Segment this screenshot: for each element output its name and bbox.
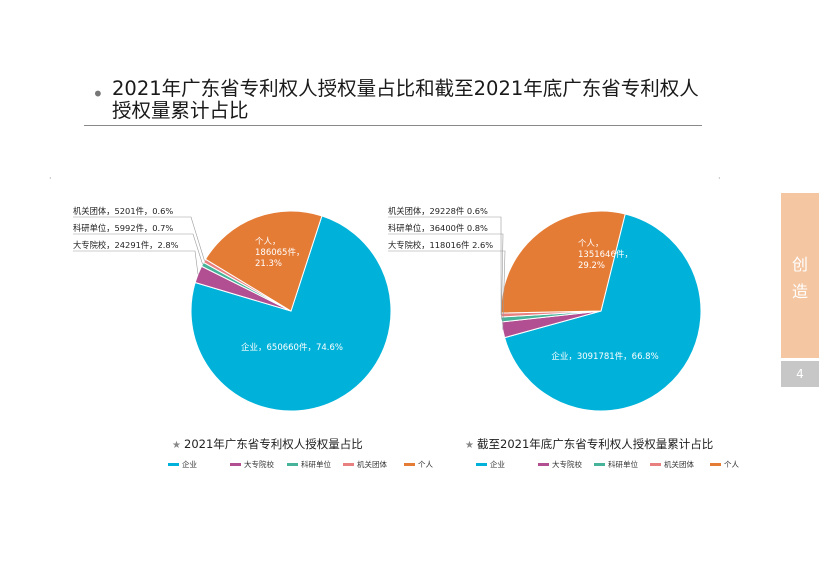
pie1-leader-3: [388, 216, 502, 316]
pie0-title-star: ★: [172, 440, 181, 451]
pie0-legend-label-0: 企业: [182, 459, 197, 469]
pie0-legend-label-2: 科研单位: [301, 459, 331, 469]
pie1-legend-label-2: 科研单位: [608, 459, 638, 469]
pie1-label-person-2: 1351646件，: [578, 249, 633, 260]
pie0-leader-1: [73, 250, 199, 275]
page-title: 2021年广东省专利权人授权量占比和截至2021年底广东省专利权人授权量累计占比: [112, 77, 699, 122]
pie1-leader-2: [388, 233, 504, 320]
pie1-legend-label-1: 大专院校: [552, 459, 582, 469]
side-tab-label: 创 造: [781, 251, 819, 305]
pie0-label-person-1: 个人，: [255, 237, 281, 247]
pie1-legend-swatch-4: [710, 463, 721, 466]
pie0-legend-swatch-0: [168, 463, 179, 466]
pie0-label-enterprise: 企业，650660件，74.6%: [241, 342, 343, 353]
pie1-label-small-2: 科研单位，36400件 0.8%: [388, 223, 488, 233]
pie1-title-star: ★: [465, 440, 474, 451]
pie1-legend-label-0: 企业: [490, 459, 505, 469]
side-tab-line-2: 造: [791, 282, 808, 301]
pie0-legend-swatch-4: [404, 463, 415, 466]
pie0-slice-0: [190, 215, 392, 412]
pie0-leader-3: [73, 216, 205, 261]
pie0-label-person-3: 21.3%: [255, 259, 282, 269]
pie0-label-person-2: 186065件，: [255, 247, 304, 258]
side-tab-line-1: 创: [791, 255, 808, 274]
pie0-slice-4: [204, 210, 323, 312]
title-bullet: •: [92, 82, 104, 106]
pie1-label-small-3: 机关团体，29228件 0.6%: [388, 206, 488, 216]
pie0-label-small-2: 科研单位，5992件，0.7%: [73, 223, 173, 233]
pie0-label-small-3: 机关团体，5201件，0.6%: [73, 206, 173, 216]
pie1-label-enterprise: 企业，3091781件，66.8%: [551, 351, 658, 362]
pie1-legend-swatch-1: [538, 463, 549, 466]
pie1-legend-label-3: 机关团体: [664, 459, 694, 469]
pie0-legend-label-4: 个人: [418, 460, 433, 469]
pie0-leader-2: [73, 233, 203, 265]
pie1-label-small-1: 大专院校，118016件 2.6%: [388, 240, 493, 250]
pie0-label-small-1: 大专院校，24291件，2.8%: [73, 240, 179, 250]
pie1-leader-1: [388, 250, 506, 330]
pie1-title: 截至2021年底广东省专利权人授权量累计占比: [477, 437, 713, 451]
pie1-label-person-1: 个人，: [578, 239, 604, 249]
page-number: 4: [781, 361, 819, 387]
pie1-legend-swatch-2: [594, 463, 605, 466]
side-tab: 创 造: [781, 193, 819, 358]
pie1-slice-0: [503, 213, 702, 412]
pie0-legend-swatch-1: [230, 463, 241, 466]
pie1-slice-4: [500, 210, 626, 314]
corner-mark-left: ·: [49, 174, 52, 183]
pie0-legend-swatch-3: [343, 463, 354, 466]
pie1-legend-label-4: 个人: [724, 460, 739, 469]
corner-mark-right: ·: [718, 174, 721, 183]
pie1-legend-swatch-0: [476, 463, 487, 466]
pie0-legend-label-1: 大专院校: [244, 459, 274, 469]
title-divider: [84, 125, 702, 126]
pie0-legend-label-3: 机关团体: [357, 459, 387, 469]
pie1-label-person-3: 29.2%: [578, 261, 605, 271]
pie0-legend-swatch-2: [287, 463, 298, 466]
pie1-legend-swatch-3: [650, 463, 661, 466]
pie0-title: 2021年广东省专利权人授权量占比: [184, 437, 363, 451]
